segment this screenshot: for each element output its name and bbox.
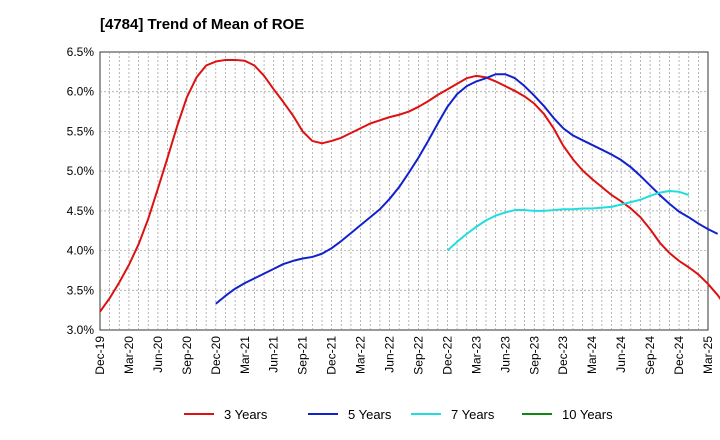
- x-tick-label: Jun-23: [498, 336, 512, 373]
- x-tick-label: Mar-24: [585, 336, 599, 374]
- x-tick-label: Mar-23: [469, 336, 483, 374]
- x-tick-label: Dec-24: [672, 336, 686, 375]
- x-tick-label: Mar-21: [238, 336, 252, 374]
- x-tick-label: Mar-20: [122, 336, 136, 374]
- x-tick-label: Mar-25: [701, 336, 715, 374]
- x-axis: Dec-19 Mar-20 Jun-20 Sep-20 Dec-20 Mar-21 Jun-…: [93, 336, 715, 375]
- x-tick-label: Jun-21: [267, 336, 281, 373]
- x-tick-label: Sep-21: [296, 336, 310, 375]
- x-tick-label: Dec-19: [93, 336, 107, 375]
- x-tick-label: Dec-21: [325, 336, 339, 375]
- x-tick-label: Sep-24: [643, 336, 657, 375]
- x-tick-label: Mar-22: [354, 336, 368, 374]
- x-tick-label: Jun-20: [151, 336, 165, 373]
- plot-area: [99, 51, 709, 331]
- x-tick-label: Sep-22: [411, 336, 425, 375]
- series-line-7-years: [446, 190, 690, 252]
- grid: [100, 52, 708, 330]
- y-tick-label: 6.5%: [67, 45, 95, 59]
- x-tick-label: Sep-20: [180, 336, 194, 375]
- x-tick-label: Jun-22: [383, 336, 397, 373]
- series-lines: [99, 58, 720, 313]
- series-line-5-years: [215, 73, 719, 305]
- x-tick-label: Dec-23: [556, 336, 570, 375]
- x-tick-label: Jun-24: [614, 336, 628, 373]
- y-tick-label: 6.0%: [67, 85, 95, 99]
- chart-title: [4784] Trend of Mean of ROE: [100, 16, 304, 33]
- x-tick-label: Dec-20: [209, 336, 223, 375]
- legend-label: 10 Years: [562, 407, 613, 422]
- y-tick-label: 5.5%: [67, 124, 95, 138]
- y-tick-label: 5.0%: [67, 164, 95, 178]
- legend-label: 5 Years: [348, 407, 392, 422]
- y-tick-label: 4.5%: [67, 204, 95, 218]
- y-axis: 3.0% 3.5% 4.0% 4.5% 5.0% 5.5% 6.0% 6.5%: [67, 45, 95, 337]
- y-tick-label: 3.0%: [67, 323, 95, 337]
- legend-label: 7 Years: [451, 407, 495, 422]
- series-line-3-years: [99, 58, 720, 313]
- y-tick-label: 3.5%: [67, 283, 95, 297]
- y-tick-label: 4.0%: [67, 244, 95, 258]
- x-tick-label: Dec-22: [440, 336, 454, 375]
- legend-label: 3 Years: [224, 407, 268, 422]
- legend: 3 Years 5 Years 7 Years 10 Years: [184, 407, 613, 422]
- x-tick-label: Sep-23: [527, 336, 541, 375]
